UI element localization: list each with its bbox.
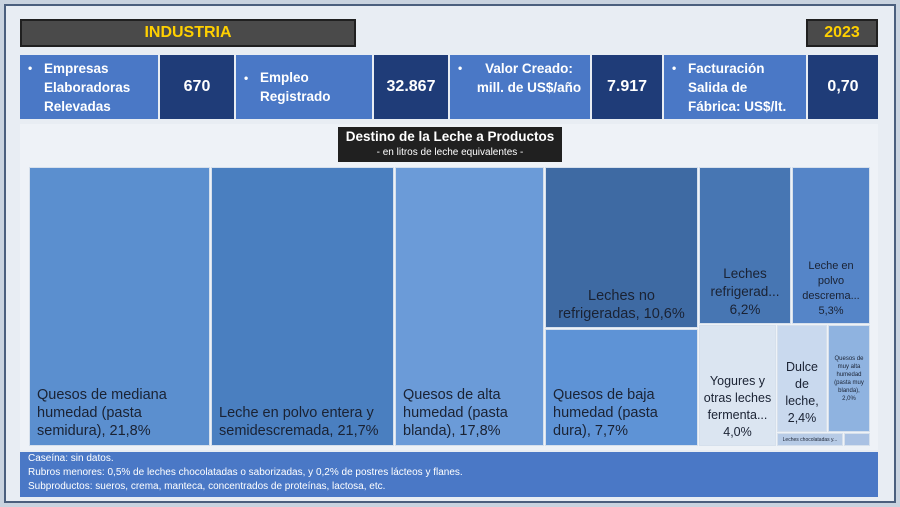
kpi-label-empleo: • Empleo Registrado xyxy=(236,55,372,119)
tile-label: Dulce de leche, 2,4% xyxy=(785,360,819,425)
kpi-value-valor: 7.917 xyxy=(592,55,662,119)
section-title: INDUSTRIA xyxy=(20,19,356,47)
bullet-icon: • xyxy=(672,61,677,75)
tile-leches-no-refrigeradas[interactable]: Leches no refrigeradas, 10,6% xyxy=(545,167,698,328)
footnotes: Caseína: sin datos. Rubros menores: 0,5%… xyxy=(20,452,878,497)
kpi-label-empresas: • Empresas Elaboradoras Relevadas xyxy=(20,55,158,119)
tile-postres[interactable] xyxy=(844,433,870,446)
kpi-label-valor: • Valor Creado: mill. de US$/año xyxy=(450,55,590,119)
tile-label: Quesos de mediana humedad (pasta semidur… xyxy=(37,387,167,439)
tile-quesos-mediana[interactable]: Quesos de mediana humedad (pasta semidur… xyxy=(29,167,210,446)
tile-leches-refrigeradas[interactable]: Leches refrigerad... 6,2% xyxy=(699,167,791,324)
bullet-icon: • xyxy=(244,71,249,85)
kpi-value-facturacion: 0,70 xyxy=(808,55,878,119)
tile-quesos-muy-alta[interactable]: Quesos de muy alta humedad (pasta muy bl… xyxy=(828,325,870,432)
kpi-label-text: Empresas Elaboradoras Relevadas xyxy=(44,61,131,114)
tile-label: Quesos de alta humedad (pasta blanda), 1… xyxy=(403,387,508,439)
note-caseina: Caseína: sin datos. xyxy=(28,453,114,464)
tile-label: Leche en polvo entera y semidescremada, … xyxy=(219,405,379,439)
year-badge: 2023 xyxy=(806,19,878,47)
tile-label: Quesos de baja humedad (pasta dura), 7,7… xyxy=(553,387,658,439)
chart-subtitle: - en litros de leche equivalentes - xyxy=(376,147,524,158)
tile-yogures[interactable]: Yogures y otras leches fermenta... 4,0% xyxy=(699,325,776,446)
kpi-value-empresas: 670 xyxy=(160,55,234,119)
chart-title: Destino de la Leche a Productos xyxy=(345,129,555,144)
bullet-icon: • xyxy=(458,61,463,75)
tile-label: Quesos de muy alta humedad (pasta muy bl… xyxy=(834,355,864,402)
note-subproductos: Subproductos: sueros, crema, manteca, co… xyxy=(28,481,386,492)
tile-quesos-alta[interactable]: Quesos de alta humedad (pasta blanda), 1… xyxy=(395,167,544,446)
tile-label: Leches chocolatadas y... xyxy=(782,436,838,443)
tile-quesos-baja[interactable]: Quesos de baja humedad (pasta dura), 7,7… xyxy=(545,329,698,446)
tile-leches-chocolatadas[interactable]: Leches chocolatadas y... xyxy=(777,433,843,446)
kpi-label-text: Empleo Registrado xyxy=(260,70,331,104)
tile-leche-polvo-descremada[interactable]: Leche en polvo descrema... 5,3% xyxy=(792,167,870,324)
tile-dulce-de-leche[interactable]: Dulce de leche, 2,4% xyxy=(777,325,827,432)
kpi-label-facturacion: • Facturación Salida de Fábrica: US$/lt. xyxy=(664,55,806,119)
tile-label: Leche en polvo descrema... 5,3% xyxy=(802,260,860,317)
kpi-label-text: Valor Creado: mill. de US$/año xyxy=(476,61,582,95)
tile-label: Yogures y otras leches fermenta... 4,0% xyxy=(703,374,772,439)
kpi-value-empleo: 32.867 xyxy=(374,55,448,119)
kpi-label-text: Facturación Salida de Fábrica: US$/lt. xyxy=(688,61,787,114)
note-rubros-menores: Rubros menores: 0,5% de leches chocolata… xyxy=(28,467,463,478)
bullet-icon: • xyxy=(28,61,33,75)
tile-label: Leches refrigerad... 6,2% xyxy=(710,266,780,317)
tile-leche-polvo-entera[interactable]: Leche en polvo entera y semidescremada, … xyxy=(211,167,394,446)
tile-label: Leches no refrigeradas, 10,6% xyxy=(558,288,685,322)
chart-title-box: Destino de la Leche a Productos - en lit… xyxy=(338,127,562,162)
